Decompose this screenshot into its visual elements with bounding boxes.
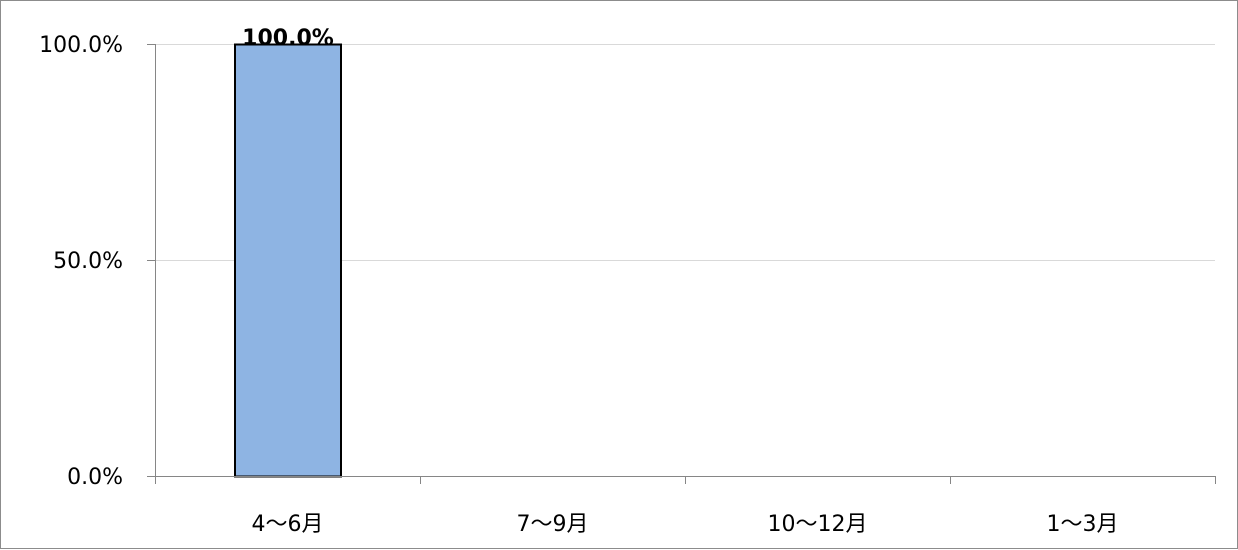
bars [234, 43, 342, 478]
axes [147, 44, 1216, 484]
y-tick-label: 100.0% [39, 33, 123, 58]
y-tick-label: 0.0% [67, 465, 123, 490]
data-label: 100.0% [242, 26, 334, 51]
x-tick-label: 4〜6月 [252, 512, 324, 537]
bar [234, 43, 342, 478]
labels: 0.0% 50.0% 100.0% 100.0% 4〜6月 7〜9月 10〜12月 1〜3月 [39, 26, 1118, 537]
x-tick-label: 7〜9月 [517, 512, 589, 537]
y-tick-label: 50.0% [53, 249, 123, 274]
x-tick-label: 10〜12月 [768, 512, 868, 537]
x-tick-label: 1〜3月 [1047, 512, 1119, 537]
